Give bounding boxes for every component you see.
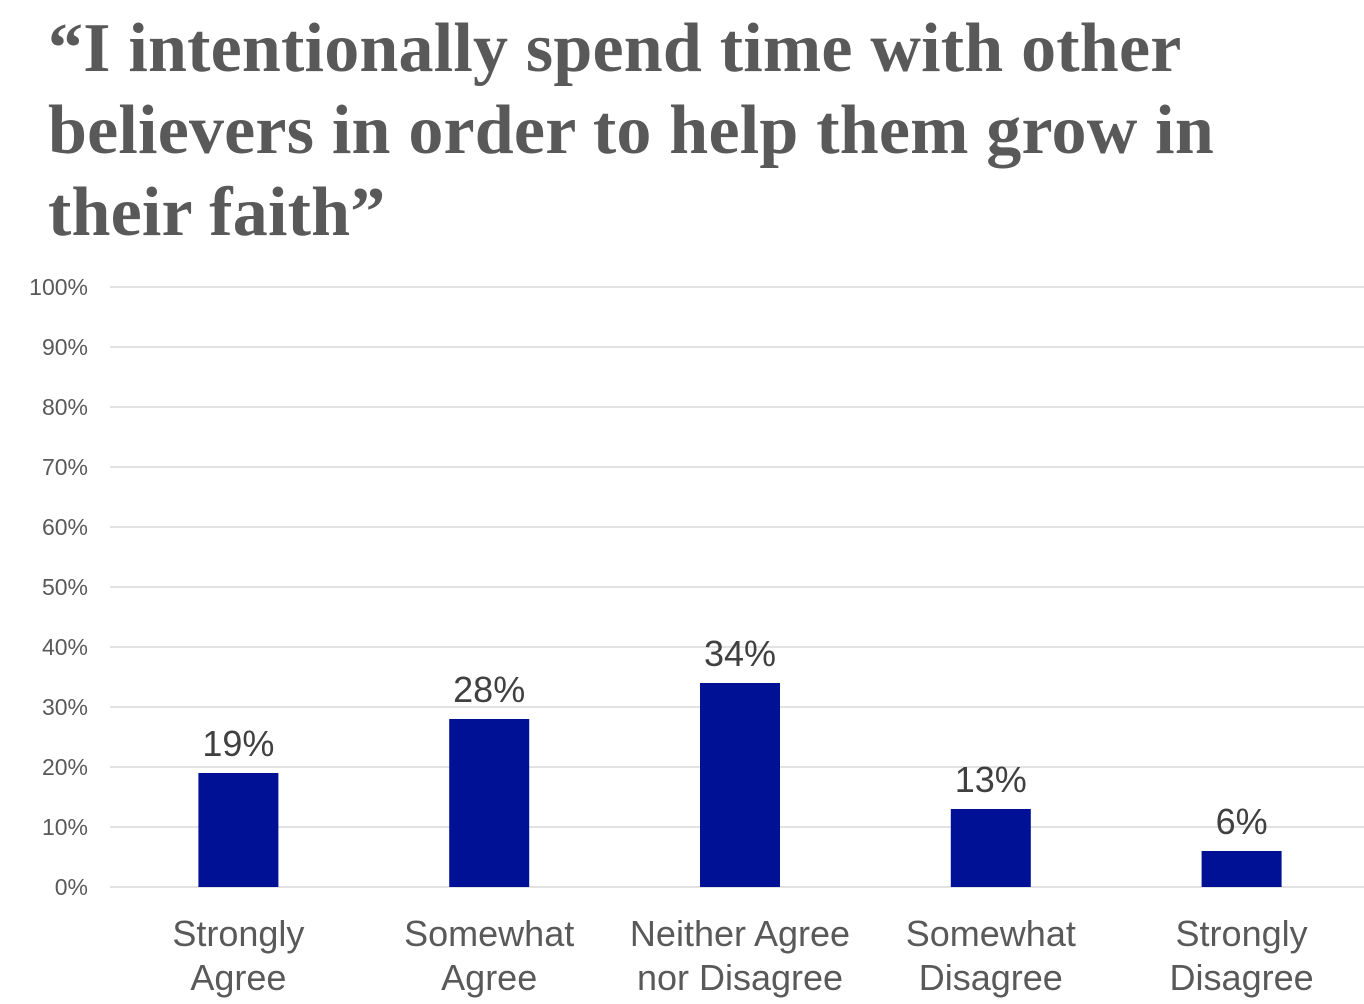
x-category-label: Somewhat: [404, 913, 574, 954]
y-tick-label: 0%: [55, 874, 88, 900]
x-category-label: Disagree: [1170, 957, 1314, 998]
y-tick-label: 80%: [42, 394, 88, 420]
bar: [449, 719, 530, 887]
data-label: 28%: [453, 669, 525, 710]
data-label: 19%: [202, 723, 274, 764]
bar: [1201, 851, 1282, 887]
y-tick-label: 30%: [42, 694, 88, 720]
x-category-label: Disagree: [919, 957, 1063, 998]
chart-title: “I intentionally spend time with other b…: [48, 10, 1214, 251]
data-labels: 19% 28% 34% 13% 6%: [202, 633, 1267, 842]
x-category-label: Agree: [190, 957, 286, 998]
y-tick-label: 10%: [42, 814, 88, 840]
x-category-label: Agree: [441, 957, 537, 998]
bars: [198, 683, 1282, 887]
x-category-label: nor Disagree: [637, 957, 843, 998]
x-category-label: Neither Agree: [630, 913, 850, 954]
y-tick-label: 20%: [42, 754, 88, 780]
x-category-label: Strongly: [172, 913, 304, 954]
y-tick-label: 60%: [42, 514, 88, 540]
x-category-label: Somewhat: [906, 913, 1076, 954]
data-label: 6%: [1216, 801, 1268, 842]
y-tick-label: 70%: [42, 454, 88, 480]
bar: [700, 683, 780, 887]
bar: [950, 809, 1031, 887]
y-tick-label: 90%: [42, 334, 88, 360]
data-label: 13%: [955, 759, 1027, 800]
y-tick-label: 40%: [42, 634, 88, 660]
data-label: 34%: [704, 633, 776, 674]
y-tick-label: 50%: [42, 574, 88, 600]
bar: [198, 773, 279, 887]
x-category-label: Strongly: [1176, 913, 1308, 954]
y-axis-tick-labels: 0% 10% 20% 30% 40% 50% 60% 70% 80% 90% 100%: [29, 274, 88, 900]
y-tick-label: 100%: [29, 274, 88, 300]
